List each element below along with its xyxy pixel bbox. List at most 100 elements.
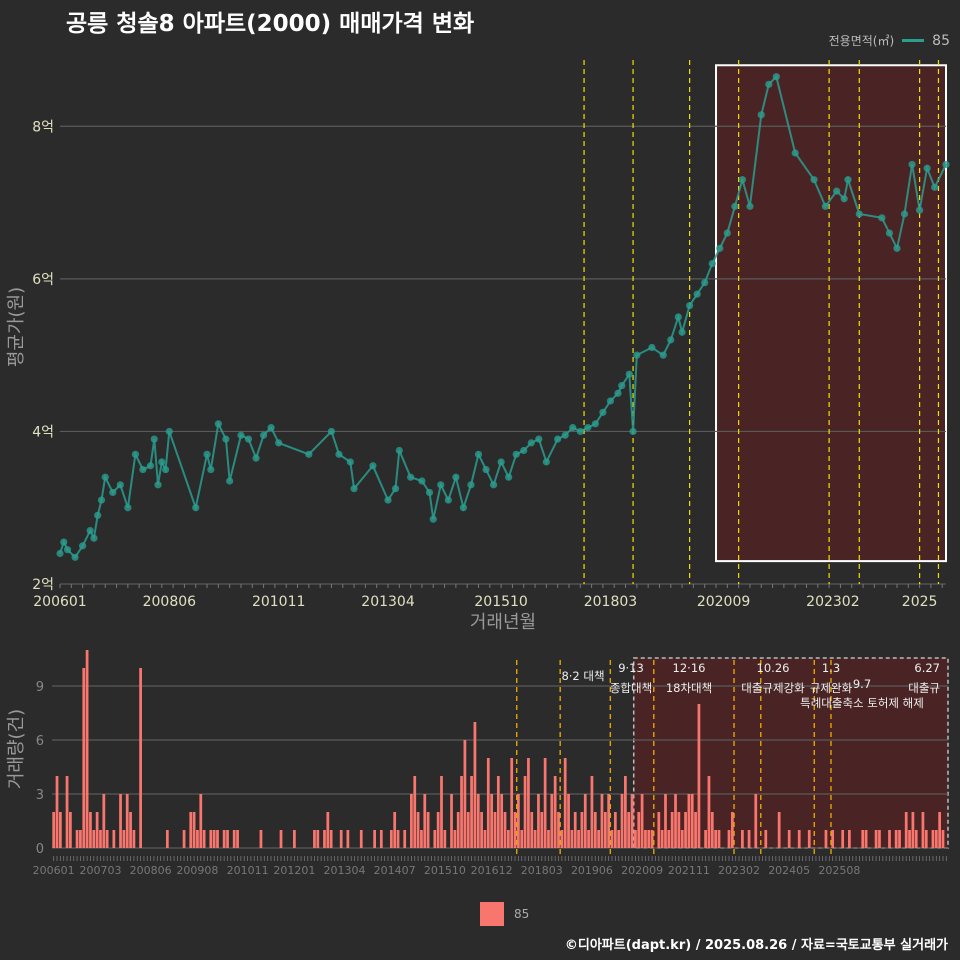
volume-bar (690, 794, 694, 848)
volume-bar (443, 830, 447, 848)
volume-bar (934, 830, 938, 848)
volume-bar (577, 830, 580, 848)
volume-bar (480, 812, 483, 848)
volume-bar (523, 776, 527, 848)
volume-y-axis-title: 거래량(건) (6, 709, 27, 789)
volume-bar (189, 812, 193, 848)
price-point (659, 351, 667, 359)
price-point (335, 450, 343, 458)
volume-bar (473, 722, 477, 848)
volume-bar (630, 794, 634, 848)
volume-bar (493, 812, 497, 848)
volume-bar (196, 830, 199, 848)
volume-bar (874, 830, 878, 848)
volume-bar (182, 830, 186, 848)
volume-bar (637, 812, 641, 848)
price-point (369, 462, 377, 470)
price-point (686, 301, 694, 310)
legend-line-swatch (902, 39, 925, 42)
price-point (900, 210, 909, 218)
price-point (648, 343, 656, 352)
price-point (192, 504, 200, 512)
price-point (474, 450, 483, 458)
volume-x-tick-label: 201304 (324, 864, 366, 877)
volume-bar (570, 830, 574, 848)
price-point (459, 504, 468, 512)
volume-x-tick-label: 201906 (571, 864, 613, 877)
price-y-tick-label: 8억 (32, 119, 54, 135)
volume-x-tick-label: 202111 (668, 864, 710, 877)
volume-bar (573, 812, 577, 848)
price-point (708, 260, 716, 268)
price-point (79, 542, 87, 550)
price-point (701, 279, 709, 287)
legend-bar-swatch (480, 902, 504, 926)
volume-bar (426, 812, 430, 848)
chart-title: 공릉 청솔8 아파트(2000) 매매가격 변화 (66, 11, 475, 37)
volume-bar (486, 758, 490, 848)
price-point (327, 427, 336, 436)
price-point (606, 397, 615, 405)
volume-bar (831, 830, 835, 848)
price-point (90, 534, 98, 542)
volume-bar (607, 794, 611, 848)
legend-bottom: 85 (480, 902, 529, 926)
volume-bar (530, 812, 534, 848)
price-point (885, 229, 894, 237)
price-point (576, 427, 584, 436)
price-point (584, 424, 592, 432)
volume-bar (466, 812, 470, 848)
volume-bar (657, 812, 661, 848)
volume-bar (590, 776, 594, 848)
price-point (916, 206, 924, 214)
volume-bar (483, 830, 487, 848)
volume-x-tick-label: 200703 (79, 864, 121, 877)
volume-bar (904, 812, 908, 848)
price-point (791, 149, 799, 157)
price-point (60, 538, 68, 546)
volume-bar (710, 812, 714, 848)
volume-bar (797, 830, 801, 848)
price-x-tick-label: 201510 (474, 594, 527, 610)
price-point (56, 549, 64, 558)
volume-bar (433, 830, 437, 848)
volume-bar (52, 812, 56, 848)
volume-bar (547, 830, 550, 848)
price-point (618, 382, 626, 390)
price-point (923, 164, 931, 172)
price-point (425, 488, 434, 497)
volume-bar (450, 794, 453, 848)
price-point (931, 183, 939, 191)
volume-bar (92, 830, 96, 848)
volume-bar (326, 812, 330, 848)
volume-bar (747, 830, 751, 848)
volume-bar (660, 830, 664, 848)
volume-bar (69, 812, 72, 848)
volume-bar (279, 830, 283, 848)
volume-bar (323, 830, 326, 848)
volume-bar (694, 812, 697, 848)
price-highlight-box (715, 64, 947, 563)
price-point (116, 481, 124, 489)
volume-bar (393, 812, 397, 848)
volume-bar (373, 830, 376, 848)
price-point (497, 458, 505, 466)
price-point (629, 427, 637, 436)
volume-bar (209, 830, 213, 848)
volume-bar (470, 776, 473, 848)
price-point (207, 465, 215, 474)
volume-bar (550, 794, 554, 848)
volume-bar (259, 830, 263, 848)
volume-bar (697, 704, 701, 848)
volume-bar (610, 830, 614, 848)
volume-bar (112, 830, 116, 848)
volume-bar (476, 794, 480, 848)
price-point (840, 195, 848, 203)
volume-bar (878, 830, 881, 848)
price-point (97, 496, 106, 504)
volume-bar (122, 830, 126, 848)
volume-bar (864, 830, 868, 848)
price-point (878, 214, 886, 222)
volume-bar (587, 830, 590, 848)
volume-y-tick-label: 0 (36, 842, 44, 857)
